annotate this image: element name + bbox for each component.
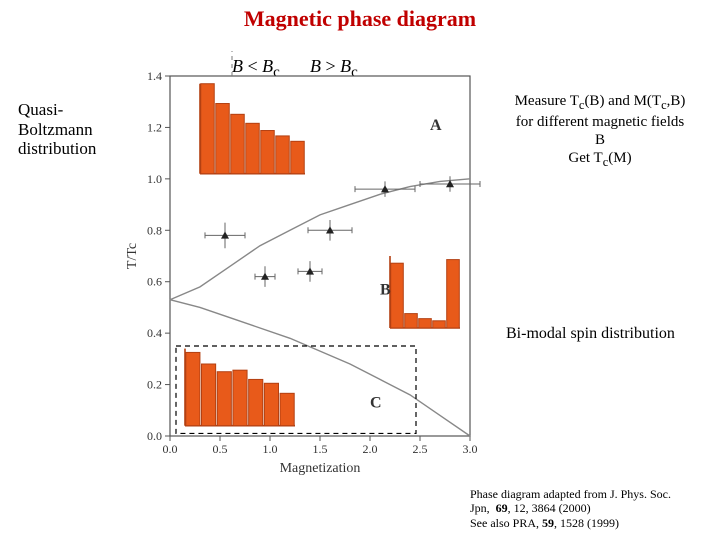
- svg-text:B: B: [380, 282, 391, 299]
- svg-text:A: A: [430, 117, 442, 134]
- right-line4: Get Tc(M): [568, 150, 631, 166]
- right-line2: for different magnetic fields: [516, 114, 684, 130]
- svg-text:0.2: 0.2: [147, 378, 162, 392]
- svg-text:2.5: 2.5: [413, 442, 428, 456]
- footer-citation: Phase diagram adapted from J. Phys. Soc.…: [470, 487, 715, 530]
- svg-text:0.5: 0.5: [213, 442, 228, 456]
- footer-line1: Phase diagram adapted from J. Phys. Soc.: [470, 487, 671, 501]
- footer-line3: See also PRA, 59, 1528 (1999): [470, 516, 619, 530]
- right-annotation: Measure Tc(B) and M(Tc,B) for different …: [490, 92, 710, 170]
- right-line3: B: [595, 132, 605, 148]
- svg-text:C: C: [370, 395, 382, 412]
- svg-text:2.0: 2.0: [363, 442, 378, 456]
- svg-text:0.8: 0.8: [147, 223, 162, 237]
- bimodal-annotation: Bi-modal spin distribution: [506, 325, 676, 343]
- svg-text:1.0: 1.0: [263, 442, 278, 456]
- page-title: Magnetic phase diagram: [0, 6, 720, 32]
- svg-text:0.0: 0.0: [163, 442, 178, 456]
- svg-text:1.2: 1.2: [147, 120, 162, 134]
- svg-text:1.5: 1.5: [313, 442, 328, 456]
- footer-line2: Jpn, 69, 12, 3864 (2000): [470, 501, 591, 515]
- svg-text:1.0: 1.0: [147, 172, 162, 186]
- svg-text:0.4: 0.4: [147, 326, 162, 340]
- svg-text:T/Tc: T/Tc: [125, 243, 140, 269]
- svg-text:3.0: 3.0: [463, 442, 478, 456]
- right-line1: Measure Tc(B) and M(Tc,B): [515, 93, 686, 109]
- svg-text:1.4: 1.4: [147, 69, 162, 83]
- svg-text:Magnetization: Magnetization: [280, 461, 361, 476]
- svg-text:0.0: 0.0: [147, 429, 162, 443]
- svg-text:0.6: 0.6: [147, 275, 162, 289]
- phase-diagram-chart: 0.0 0.5 1.0 1.5 2.0 2.5 3.0 0.0 0.2 0.4 0.6 0.8 1.0 1…: [120, 46, 490, 486]
- left-annotation: Quasi-Boltzmann distribution: [18, 100, 128, 159]
